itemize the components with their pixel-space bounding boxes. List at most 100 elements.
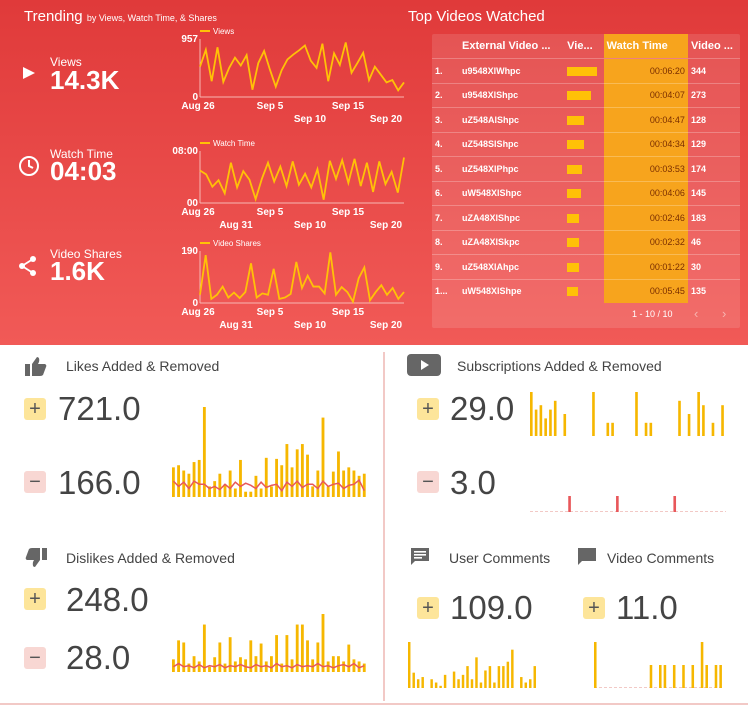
- spark-bar: [213, 481, 217, 497]
- spark-bar: [678, 400, 681, 436]
- series-line: [199, 156, 405, 203]
- table-row[interactable]: 2. u9548XlShpc 00:04:07 273: [432, 82, 740, 108]
- spark-bar: [470, 679, 474, 688]
- table-row[interactable]: 1. u9548XlWhpc 00:06:20 344: [432, 58, 740, 83]
- spark-bar: [337, 656, 340, 672]
- row-watch-time: 00:01:22: [603, 254, 688, 279]
- col-watch-time[interactable]: Watch Time: [603, 34, 688, 59]
- spark-bar: [239, 459, 242, 497]
- spark-bar: [649, 422, 653, 436]
- row-watch-time: 00:02:32: [603, 229, 688, 255]
- spark-bar: [534, 409, 538, 436]
- spark-bar: [197, 661, 201, 672]
- col-views[interactable]: Vie...: [567, 40, 593, 52]
- dislikes-added-value: 248.0: [66, 581, 149, 618]
- row-video-count: 46: [687, 229, 740, 255]
- spark-bar: [208, 666, 211, 672]
- spark-bar: [549, 409, 552, 436]
- subs-removed-sparkline: [530, 496, 726, 512]
- plus-icon: +: [417, 398, 439, 420]
- spark-bar: [714, 665, 718, 688]
- watch-time-value: 04:03: [50, 156, 117, 186]
- spark-bar: [295, 624, 299, 672]
- col-video-count[interactable]: Video ...: [690, 40, 733, 52]
- x-tick-label: Sep 20: [370, 220, 403, 231]
- views-bar: [567, 213, 580, 223]
- spark-bar: [539, 405, 543, 436]
- table-row[interactable]: 6. uW548XlShpc 00:04:06 145: [432, 180, 740, 206]
- x-tick-label: Sep 15: [332, 307, 365, 318]
- dislikes-removed-value: 28.0: [66, 639, 131, 676]
- spark-bar: [443, 674, 447, 688]
- spark-bar: [202, 407, 206, 497]
- spark-bar: [228, 637, 232, 672]
- table-row[interactable]: 8. uZA48XlSkpc 00:02:32 46: [432, 229, 740, 255]
- prev-page-button[interactable]: ‹: [694, 306, 699, 321]
- row-video-id: uZ548XlAhpc: [459, 254, 565, 279]
- row-video-count: 183: [687, 205, 740, 230]
- table-row[interactable]: 5. uZ548XlPhpc 00:03:53 174: [432, 156, 740, 181]
- spark-bar: [326, 661, 330, 672]
- spark-bar: [457, 679, 460, 688]
- chat-bubble-icon: [578, 548, 596, 565]
- likes-title: Likes Added & Removed: [66, 358, 220, 374]
- views-bar: [567, 287, 578, 297]
- spark-bar: [270, 486, 273, 497]
- spark-bar: [644, 422, 648, 436]
- spark-bar: [412, 672, 415, 688]
- col-video-id[interactable]: External Video ...: [462, 40, 551, 52]
- spark-bar: [202, 624, 206, 672]
- views-label: Views: [50, 55, 82, 69]
- spark-bar: [721, 405, 724, 436]
- table-row[interactable]: 3. uZ548AlShpc 00:04:47 128: [432, 107, 740, 132]
- row-views-bar: [564, 254, 604, 279]
- views-value: 14.3K: [50, 65, 120, 95]
- next-page-button[interactable]: ›: [722, 306, 727, 321]
- spark-bar: [616, 496, 619, 512]
- row-video-count: 129: [687, 131, 740, 157]
- spark-bar: [244, 659, 248, 672]
- views-bar: [567, 115, 584, 125]
- row-rank: 3.: [432, 107, 460, 132]
- spark-bar: [705, 665, 708, 688]
- table-row[interactable]: 7. uZA48XlShpc 00:02:46 183: [432, 205, 740, 230]
- table-row[interactable]: 1... uW548XlShpe 00:05:45 135: [432, 278, 740, 303]
- thumbs-down-icon: [25, 548, 47, 567]
- row-watch-time: 00:04:06: [603, 180, 688, 206]
- row-watch-time: 00:05:45: [603, 278, 688, 303]
- spark-bar: [362, 663, 366, 672]
- col-rank[interactable]: [432, 34, 459, 59]
- likes-added-value: 721.0: [58, 390, 141, 427]
- x-tick-label: Sep 10: [294, 220, 327, 231]
- row-video-id: uZA48XlShpc: [459, 205, 565, 230]
- y-tick-label: 00: [187, 198, 199, 209]
- bottom-divider: [0, 703, 748, 705]
- x-tick-label: Aug 31: [219, 220, 253, 231]
- table-row[interactable]: 9. uZ548XlAhpc 00:01:22 30: [432, 254, 740, 279]
- row-video-count: 273: [687, 82, 740, 108]
- dislikes-title: Dislikes Added & Removed: [66, 550, 235, 566]
- plus-icon: +: [417, 597, 439, 619]
- x-tick-label: Sep 5: [257, 307, 284, 318]
- spark-bar: [719, 665, 722, 688]
- spark-bar: [177, 465, 180, 497]
- play-icon: [23, 67, 35, 79]
- spark-bar: [306, 640, 309, 672]
- comment-icon: [411, 548, 429, 565]
- row-video-count: 344: [687, 58, 740, 83]
- spark-bar: [352, 659, 356, 672]
- spark-bar: [711, 422, 715, 436]
- row-video-count: 128: [687, 107, 740, 132]
- spark-bar: [682, 665, 685, 688]
- subscriptions-title: Subscriptions Added & Removed: [457, 358, 662, 374]
- spark-bar: [316, 642, 320, 672]
- spark-bar: [466, 666, 469, 688]
- spark-bar: [295, 449, 299, 497]
- table-row[interactable]: 4. uZ548SlShpc 00:04:34 129: [432, 131, 740, 157]
- spark-bar: [691, 665, 695, 688]
- user-comments-title: User Comments: [449, 550, 551, 566]
- spark-bar: [264, 661, 268, 672]
- spark-bar: [592, 392, 595, 436]
- spark-bar: [700, 642, 704, 688]
- spark-bar: [182, 642, 186, 672]
